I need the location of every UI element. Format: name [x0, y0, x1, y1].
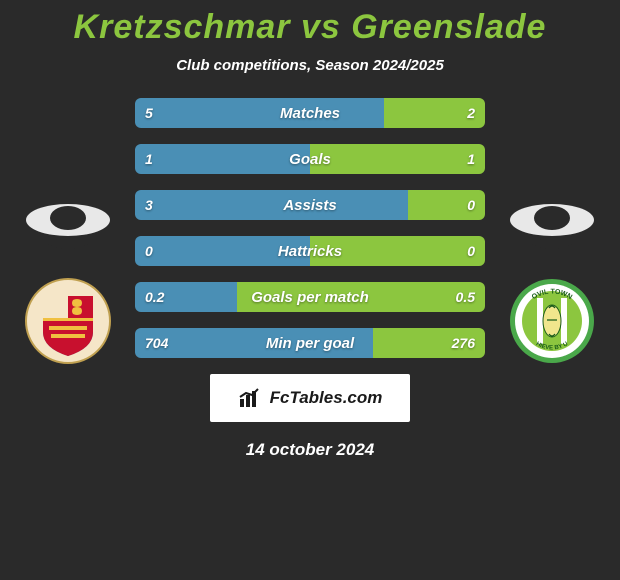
brand-chart-icon [238, 387, 264, 409]
stat-row: 11Goals [135, 144, 485, 174]
stat-row: 00Hattricks [135, 236, 485, 266]
stat-value-right: 0 [467, 190, 475, 220]
stat-row: 0.20.5Goals per match [135, 282, 485, 312]
player-left-crest [25, 278, 111, 364]
stat-bar-left [135, 236, 310, 266]
stat-bar-left [135, 98, 384, 128]
stat-value-right: 0 [467, 236, 475, 266]
subtitle: Club competitions, Season 2024/2025 [0, 57, 620, 74]
stat-value-right: 2 [467, 98, 475, 128]
brand-box: FcTables.com [210, 374, 410, 422]
stat-bar-left [135, 190, 408, 220]
stat-value-left: 3 [145, 190, 153, 220]
stat-value-left: 1 [145, 144, 153, 174]
stat-value-left: 704 [145, 328, 168, 358]
player-left-column [18, 198, 118, 364]
stat-bar-left [135, 328, 373, 358]
stat-value-right: 0.5 [456, 282, 475, 312]
stat-bar-right [310, 236, 485, 266]
stat-row: 52Matches [135, 98, 485, 128]
player-right-crest: OVIL TOWN HIEVE BY U [509, 278, 595, 364]
page-title: Kretzschmar vs Greenslade [0, 0, 620, 47]
stat-bar-right [310, 144, 485, 174]
brand-text: FcTables.com [270, 388, 383, 408]
date-caption: 14 october 2024 [0, 440, 620, 460]
stat-value-right: 276 [452, 328, 475, 358]
player-right-silhouette [508, 198, 596, 258]
stat-bars-container: 52Matches11Goals30Assists00Hattricks0.20… [135, 98, 485, 358]
stat-row: 30Assists [135, 190, 485, 220]
stat-bar-left [135, 144, 310, 174]
stat-bar-right [237, 282, 486, 312]
comparison-chart: OVIL TOWN HIEVE BY U 52Matches11Goals30A… [0, 98, 620, 358]
stat-value-left: 0 [145, 236, 153, 266]
player-left-silhouette [24, 198, 112, 258]
stat-value-right: 1 [467, 144, 475, 174]
stat-row: 704276Min per goal [135, 328, 485, 358]
stat-value-left: 0.2 [145, 282, 164, 312]
player-right-column: OVIL TOWN HIEVE BY U [502, 198, 602, 364]
stat-value-left: 5 [145, 98, 153, 128]
